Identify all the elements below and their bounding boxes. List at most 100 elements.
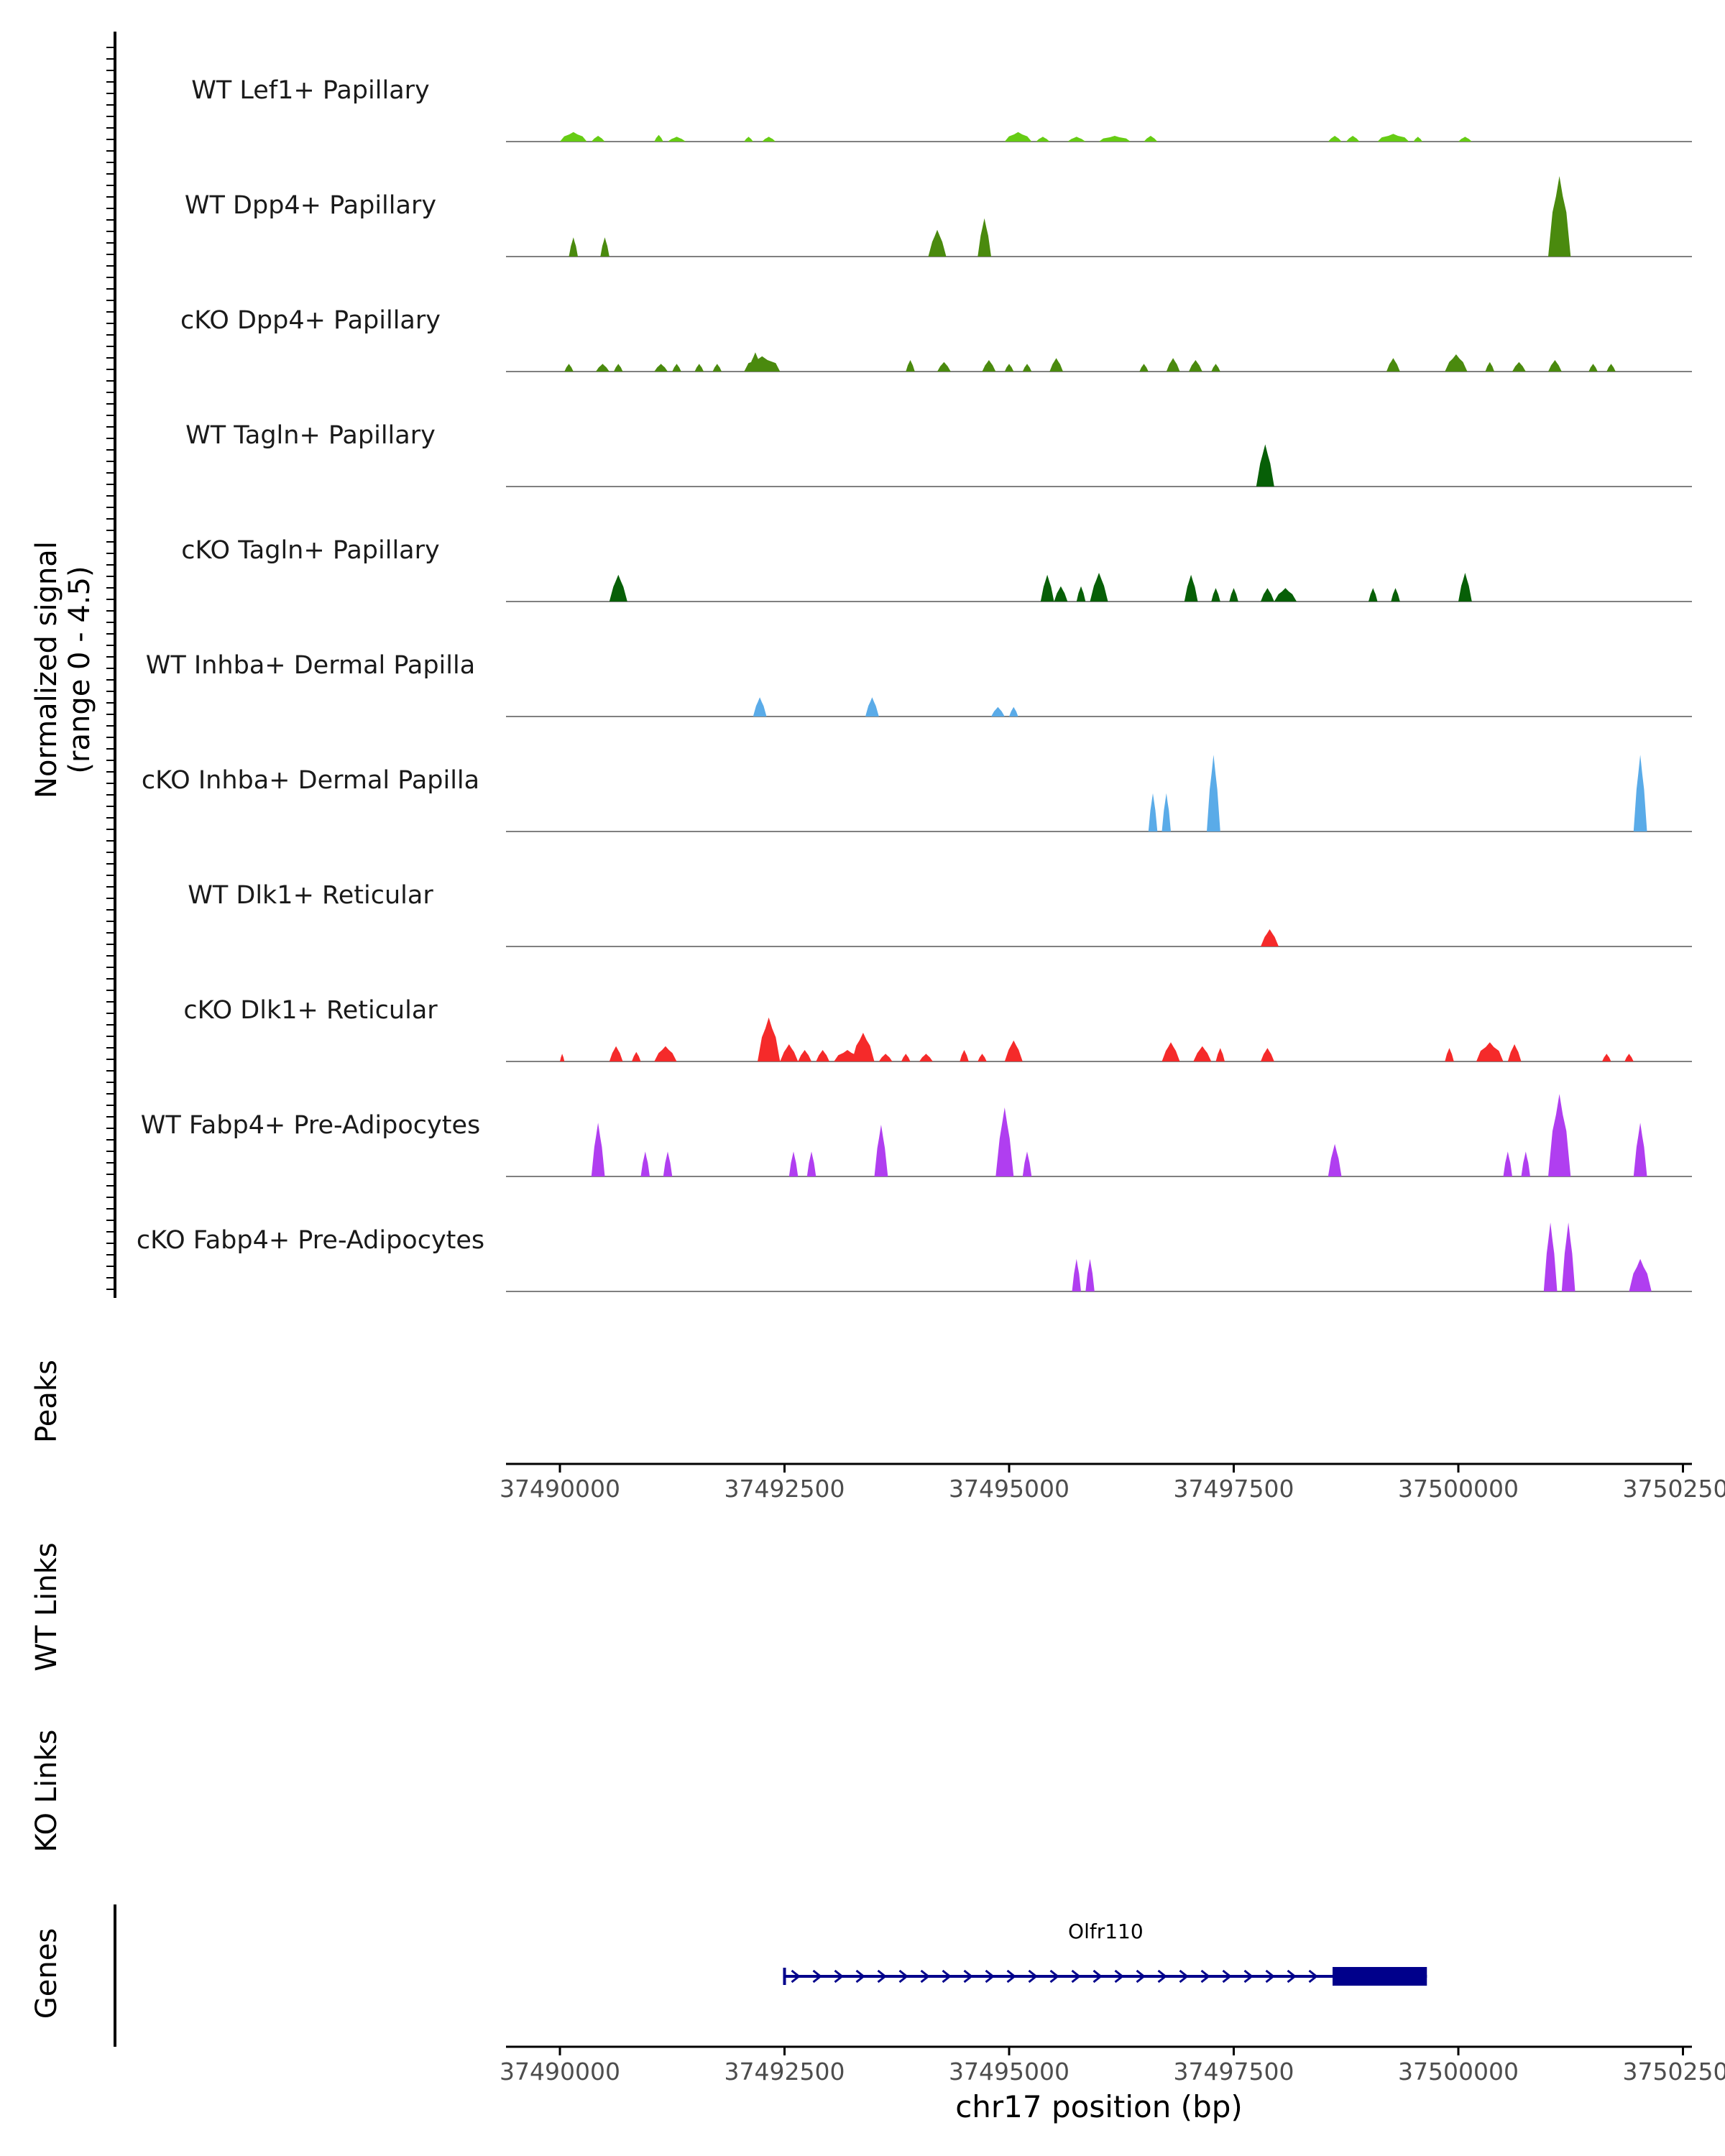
signal-peak <box>1548 176 1571 257</box>
signal-peak <box>1090 573 1108 602</box>
signal-peak <box>1548 360 1562 372</box>
track-10: WT Fabp4+ Pre-Adipocytes <box>141 1094 1692 1177</box>
signal-peak <box>1004 1040 1023 1061</box>
signal-peak <box>1211 364 1220 372</box>
strand-arrow-icon <box>1308 1969 1318 1984</box>
track-9: cKO Dlk1+ Reticular <box>183 996 1692 1062</box>
signal-peak <box>901 1054 911 1061</box>
signal-peak <box>1261 929 1279 946</box>
signal-peak <box>816 1050 829 1061</box>
ko-links-panel-label: KO Links <box>30 1730 63 1853</box>
x-tick-label: 37502500 <box>1623 2058 1725 2086</box>
signal-peak <box>1193 1046 1212 1061</box>
peaks-x-ticks: 37490000 37492500 37495000 37497500 37500000… <box>500 1464 1725 1503</box>
signal-peak <box>1633 755 1647 831</box>
gene-exon <box>1333 1967 1427 1986</box>
signal-peak <box>591 1123 605 1176</box>
signal-peak <box>1022 364 1032 372</box>
strand-arrow-icon <box>1157 1969 1167 1984</box>
coverage-tracks: WT Lef1+ Papillary WT Dpp4+ Papillary cKO … <box>137 76 1692 1292</box>
track-11: cKO Fabp4+ Pre-Adipocytes <box>137 1222 1692 1292</box>
strand-arrow-icon <box>1222 1969 1232 1984</box>
gene-annotation: Olfr110 <box>783 1920 1427 1986</box>
strand-arrow-icon <box>1136 1969 1146 1984</box>
x-tick-label: 37495000 <box>949 1475 1070 1503</box>
signal-peak <box>1548 1094 1571 1176</box>
strand-arrow-icon <box>985 1969 995 1984</box>
signal-peak <box>762 137 776 142</box>
signal-peak <box>874 1125 888 1176</box>
strand-arrow-icon <box>1071 1969 1081 1984</box>
signal-peak <box>919 1054 933 1061</box>
signal-peak <box>1256 444 1274 487</box>
signal-peak <box>1633 1123 1647 1176</box>
signal-peak <box>1261 588 1274 602</box>
signal-peak <box>1606 364 1616 372</box>
signal-ylabel-line2: (range 0 - 4.5) <box>63 566 96 773</box>
signal-peak <box>694 364 704 372</box>
gene-name-label: Olfr110 <box>1068 1920 1144 1943</box>
signal-peak <box>852 1033 875 1061</box>
signal-peak <box>1328 1143 1342 1176</box>
signal-peak <box>663 1151 673 1176</box>
signal-peak <box>1076 586 1086 602</box>
signal-peak <box>1162 793 1171 831</box>
track-label: WT Lef1+ Papillary <box>191 76 430 105</box>
x-axis-title: chr17 position (bp) <box>955 2089 1243 2124</box>
strand-arrow-icon <box>791 1969 801 1984</box>
x-tick-label: 37495000 <box>949 2058 1070 2086</box>
signal-peak <box>1022 1151 1032 1176</box>
signal-peak <box>569 237 578 257</box>
signal-peak <box>758 1017 781 1061</box>
strand-arrow-icon <box>1287 1969 1297 1984</box>
signal-peak <box>1521 1151 1530 1176</box>
x-tick-label: 37490000 <box>500 1475 620 1503</box>
signal-peak <box>654 364 668 372</box>
track-label: cKO Dpp4+ Papillary <box>180 306 441 335</box>
strand-arrow-icon <box>1092 1969 1103 1984</box>
genes-panel-label: Genes <box>30 1928 63 2019</box>
signal-peak <box>1458 137 1472 142</box>
signal-peak <box>928 229 947 257</box>
signal-peak <box>600 237 610 257</box>
signal-peak <box>1036 137 1050 142</box>
peaks-panel-label: Peaks <box>30 1360 63 1443</box>
x-tick-label: 37492500 <box>724 1475 845 1503</box>
signal-peak <box>591 136 605 142</box>
signal-peak <box>865 697 879 717</box>
signal-peak <box>753 697 767 717</box>
signal-peak <box>1274 588 1297 602</box>
signal-peak <box>937 361 951 372</box>
signal-peak <box>744 356 781 372</box>
genes-x-ticks: 37490000 37492500 37495000 37497500 37500000… <box>500 2047 1725 2086</box>
signal-peak <box>1602 1054 1611 1061</box>
strand-arrow-icon <box>1179 1969 1189 1984</box>
signal-peak <box>1503 1151 1512 1176</box>
signal-peak <box>1184 574 1198 602</box>
signal-peak <box>1261 1048 1274 1061</box>
signal-peak <box>1543 1222 1558 1291</box>
x-tick-label: 37500000 <box>1398 1475 1519 1503</box>
signal-peak <box>1445 354 1468 372</box>
signal-peak <box>878 1054 893 1061</box>
signal-peak <box>978 218 991 257</box>
strand-arrow-icon <box>963 1969 973 1984</box>
signal-peak <box>1485 361 1494 372</box>
signal-peak <box>1049 358 1063 372</box>
signal-peak <box>1189 360 1202 372</box>
x-tick-label: 37497500 <box>1174 1475 1294 1503</box>
strand-arrow-icon <box>1265 1969 1275 1984</box>
signal-peak <box>1413 137 1422 142</box>
signal-peak <box>1099 136 1131 142</box>
signal-peak <box>1072 1258 1081 1291</box>
signal-peak <box>668 137 686 142</box>
track-1: WT Lef1+ Papillary <box>191 76 1692 142</box>
signal-peak <box>640 1151 650 1176</box>
signal-peak <box>560 132 587 142</box>
signal-peak <box>1328 136 1342 142</box>
signal-peak <box>1368 588 1378 602</box>
signal-peak <box>560 1054 565 1061</box>
strand-arrow-icon <box>1006 1969 1016 1984</box>
signal-peak <box>1139 364 1149 372</box>
